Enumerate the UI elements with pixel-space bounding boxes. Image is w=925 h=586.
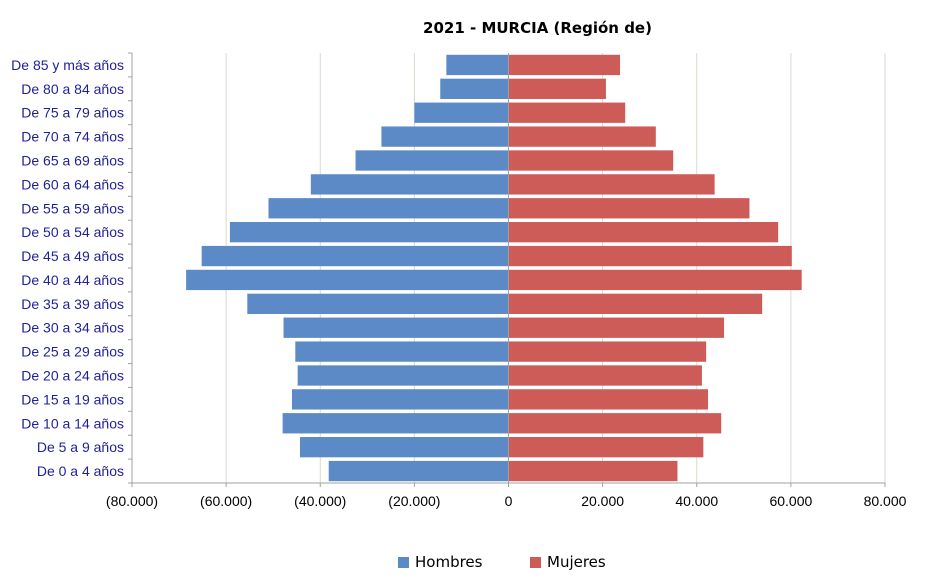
legend-label-hombres: Hombres — [415, 553, 483, 571]
x-tick-label-5: 20.000 — [581, 493, 624, 509]
tick-labels: De 85 y más años De 80 a 84 años De 75 a 7… — [11, 57, 906, 509]
y-tick-label-13: De 20 a 24 años — [21, 368, 124, 384]
y-tick-label-16: De 5 a 9 años — [37, 439, 124, 455]
bar-mujeres-17 — [508, 460, 678, 482]
bar-hombres-0 — [446, 54, 509, 76]
bar-hombres-12 — [295, 341, 509, 362]
y-tick-label-1: De 80 a 84 años — [21, 81, 124, 97]
bar-mujeres-2 — [508, 102, 626, 123]
bar-hombres-5 — [310, 174, 509, 195]
bar-mujeres-9 — [508, 269, 802, 291]
bar-mujeres-12 — [508, 341, 707, 362]
bar-hombres-9 — [186, 269, 509, 291]
y-tick-label-11: De 30 a 34 años — [21, 320, 124, 336]
bar-hombres-6 — [268, 198, 509, 219]
bar-mujeres-11 — [508, 317, 725, 338]
bar-mujeres-1 — [508, 78, 606, 99]
bar-hombres-1 — [440, 78, 509, 99]
bar-hombres-7 — [229, 222, 509, 243]
y-tick-label-17: De 0 a 4 años — [37, 463, 124, 479]
bar-hombres-14 — [292, 389, 509, 410]
bar-mujeres-5 — [508, 174, 715, 195]
bar-mujeres-7 — [508, 222, 779, 243]
chart-title: 2021 - MURCIA (Región de) — [423, 19, 652, 37]
y-tick-label-9: De 40 a 44 años — [21, 272, 124, 288]
y-tick-label-6: De 55 a 59 años — [21, 200, 124, 216]
bar-hombres-11 — [283, 317, 509, 338]
x-tick-label-4: 0 — [505, 493, 513, 509]
bar-mujeres-8 — [508, 245, 792, 267]
bar-mujeres-13 — [508, 365, 702, 386]
legend-item-hombres: Hombres — [398, 553, 482, 571]
x-tick-label-3: (20.000) — [388, 493, 440, 509]
y-tick-label-10: De 35 a 39 años — [21, 296, 124, 312]
bar-hombres-2 — [414, 102, 509, 123]
y-tick-label-3: De 70 a 74 años — [21, 129, 124, 145]
y-tick-label-5: De 60 a 64 años — [21, 176, 124, 192]
y-tick-label-8: De 45 a 49 años — [21, 248, 124, 264]
legend-swatch-mujeres — [530, 556, 541, 568]
legend-swatch-hombres — [398, 556, 409, 568]
bars — [186, 54, 802, 482]
x-tick-label-1: (60.000) — [200, 493, 252, 509]
bar-mujeres-4 — [508, 150, 674, 171]
y-tick-label-14: De 15 a 19 años — [21, 391, 124, 407]
bar-mujeres-6 — [508, 198, 750, 219]
bar-hombres-15 — [282, 413, 509, 434]
y-tick-label-0: De 85 y más años — [11, 57, 124, 73]
y-tick-label-12: De 25 a 29 años — [21, 344, 124, 360]
x-tick-label-0: (80.000) — [106, 493, 158, 509]
bar-hombres-8 — [201, 245, 509, 267]
bar-hombres-10 — [247, 293, 509, 314]
bar-mujeres-0 — [508, 54, 621, 76]
y-tick-label-7: De 50 a 54 años — [21, 224, 124, 240]
bar-mujeres-15 — [508, 413, 722, 434]
bar-mujeres-14 — [508, 389, 709, 410]
legend-label-mujeres: Mujeres — [547, 553, 606, 571]
bar-hombres-16 — [300, 437, 509, 458]
bar-hombres-3 — [381, 126, 509, 147]
x-tick-label-6: 40.000 — [675, 493, 718, 509]
bar-mujeres-10 — [508, 293, 763, 314]
bar-mujeres-16 — [508, 437, 704, 458]
x-tick-label-7: 60.000 — [769, 493, 812, 509]
bar-hombres-4 — [355, 150, 509, 171]
legend-item-mujeres: Mujeres — [530, 553, 606, 571]
x-tick-label-2: (40.000) — [294, 493, 346, 509]
x-tick-label-8: 80.000 — [864, 493, 907, 509]
bar-mujeres-3 — [508, 126, 656, 147]
y-tick-label-15: De 10 a 14 años — [21, 415, 124, 431]
bar-hombres-13 — [297, 365, 509, 386]
axes — [128, 52, 886, 487]
bar-hombres-17 — [328, 460, 509, 482]
y-tick-label-4: De 65 a 69 años — [21, 153, 124, 169]
y-tick-label-2: De 75 a 79 años — [21, 105, 124, 121]
